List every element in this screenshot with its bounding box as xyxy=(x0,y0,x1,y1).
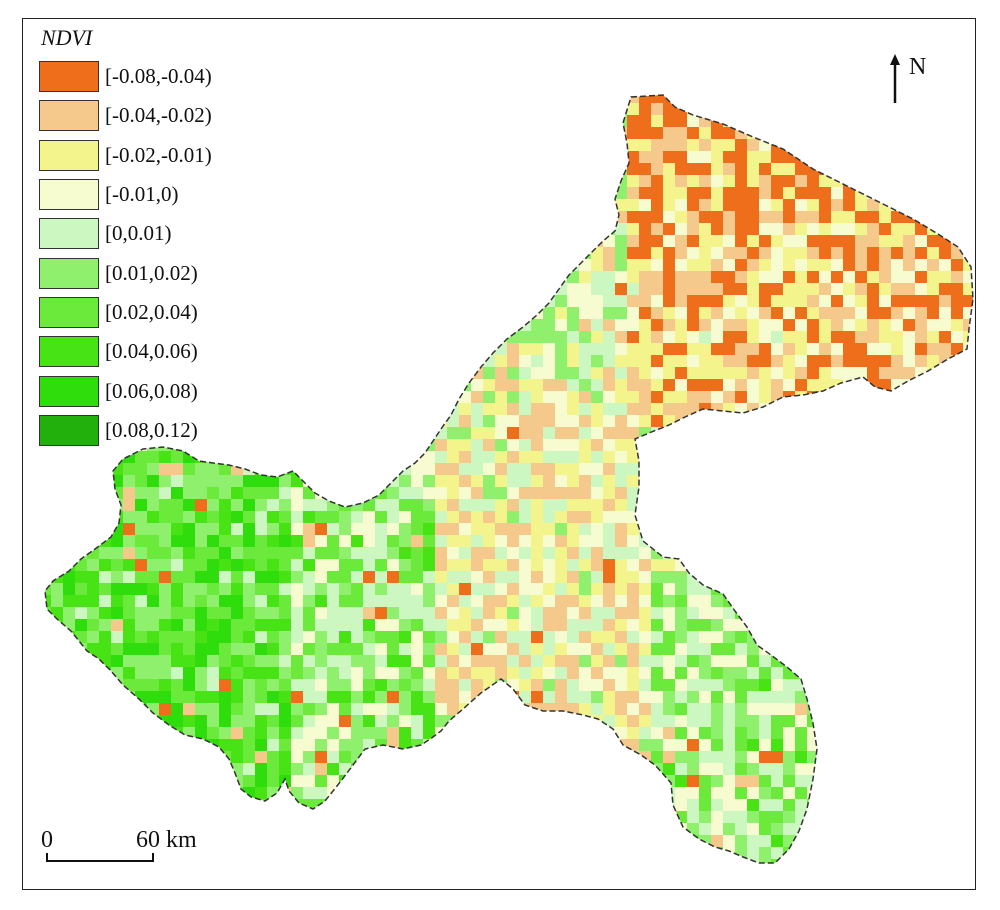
scale-end-label: 60 km xyxy=(136,827,197,853)
legend-label: [0.08,0.12) xyxy=(105,417,198,442)
legend-swatch xyxy=(39,414,99,446)
scale-bar xyxy=(46,853,154,862)
legend-item: [0,0.01) xyxy=(39,214,212,253)
legend-swatch xyxy=(39,100,99,132)
legend-swatch xyxy=(39,139,99,171)
legend: NDVI [-0.08,-0.04) [-0.04,-0.02) [-0.02,… xyxy=(39,25,212,450)
legend-swatch xyxy=(39,257,99,289)
legend-label: [0.04,0.06) xyxy=(105,339,198,364)
legend-label: [0.02,0.04) xyxy=(105,299,198,324)
legend-swatch xyxy=(39,61,99,93)
legend-swatch xyxy=(39,336,99,368)
legend-label: [0.06,0.08) xyxy=(105,378,198,403)
legend-item: [-0.01,0) xyxy=(39,175,212,214)
legend-swatch xyxy=(39,375,99,407)
legend-label: [-0.01,0) xyxy=(105,182,179,207)
legend-item: [-0.02,-0.01) xyxy=(39,136,212,175)
legend-item: [0.01,0.02) xyxy=(39,253,212,292)
north-arrow-icon xyxy=(890,54,900,103)
legend-label: [-0.04,-0.02) xyxy=(105,103,212,128)
legend-item: [0.02,0.04) xyxy=(39,293,212,332)
legend-label: [-0.08,-0.04) xyxy=(105,64,212,89)
legend-item: [0.08,0.12) xyxy=(39,411,212,450)
region-boundary xyxy=(44,94,974,864)
legend-item: [-0.08,-0.04) xyxy=(39,57,212,96)
legend-label: [0,0.01) xyxy=(105,221,172,246)
legend-label: [0.01,0.02) xyxy=(105,260,198,285)
legend-title: NDVI xyxy=(41,25,93,50)
legend-item: [-0.04,-0.02) xyxy=(39,96,212,135)
north-label: N xyxy=(909,54,927,80)
ndvi-raster-map xyxy=(44,94,974,864)
legend-swatch xyxy=(39,179,99,211)
legend-swatch xyxy=(39,296,99,328)
legend-item: [0.04,0.06) xyxy=(39,332,212,371)
legend-label: [-0.02,-0.01) xyxy=(105,142,212,167)
scale-start-label: 0 xyxy=(41,827,53,853)
legend-item: [0.06,0.08) xyxy=(39,371,212,410)
map-frame: NDVI [-0.08,-0.04) [-0.04,-0.02) [-0.02,… xyxy=(22,18,976,890)
legend-swatch xyxy=(39,218,99,250)
